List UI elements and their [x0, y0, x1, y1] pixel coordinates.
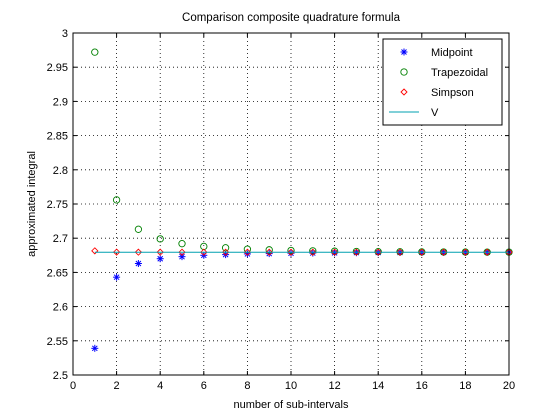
data-point-midpoint-stroke	[288, 250, 294, 257]
data-point-simpson	[221, 248, 230, 256]
x-tick-label: 2	[114, 380, 120, 392]
y-tick-label: 3	[62, 28, 68, 40]
data-point-midpoint-stroke	[135, 260, 142, 267]
y-tick-label: 2.65	[47, 267, 68, 279]
y-tick-label: 2.95	[47, 62, 68, 74]
data-point-simpson	[330, 248, 339, 256]
data-point-midpoint	[178, 253, 186, 261]
data-point-midpoint	[156, 255, 164, 263]
legend-swatch-midpoint-stroke	[401, 49, 407, 55]
legend-label-midpoint: Midpoint	[431, 47, 473, 59]
data-point-simpson	[287, 248, 295, 256]
data-point-midpoint	[134, 260, 142, 268]
data-point-midpoint	[91, 344, 99, 352]
x-tick-label: 18	[459, 380, 471, 392]
legend-swatch-trapezoidal	[400, 68, 408, 76]
data-point-simpson	[200, 248, 208, 256]
x-tick-label: 4	[157, 380, 163, 392]
x-axis-label: number of sub-intervals	[234, 399, 349, 411]
data-point-simpson	[134, 248, 143, 256]
legend-entry-trapezoidal: Trapezoidal	[400, 67, 488, 79]
data-point-trapezoidal	[287, 246, 295, 255]
legend-swatch-midpoint	[400, 48, 408, 56]
data-point-simpson	[156, 248, 164, 256]
legend: Midpoint Trapezoidal Simpson V	[382, 38, 503, 126]
y-tick-label: 2.85	[47, 131, 68, 143]
data-point-simpson	[112, 248, 121, 256]
series-simpson	[91, 247, 513, 256]
y-tick-label: 2.6	[53, 302, 68, 314]
data-point-simpson	[91, 247, 99, 255]
data-point-trapezoidal	[112, 196, 121, 204]
data-point-trapezoidal	[221, 244, 230, 252]
y-tick-label: 2.5	[53, 370, 68, 382]
y-tick-label: 2.75	[47, 199, 68, 211]
data-point-trapezoidal	[134, 225, 143, 233]
x-tick-label: 10	[285, 380, 297, 392]
data-point-midpoint-stroke	[91, 345, 98, 352]
data-point-midpoint-stroke	[157, 255, 164, 262]
x-tick-label: 0	[70, 380, 76, 392]
y-tick-label: 2.7	[53, 233, 68, 245]
data-point-simpson	[374, 248, 382, 256]
x-tick-label: 8	[244, 380, 250, 392]
data-point-trapezoidal	[265, 246, 273, 254]
grid	[73, 33, 509, 375]
axis-ticks: 0 2 4 6 8 10 12 14 16 18 20 2.5 2.55 2.6 2.65 2.7 2.75 2.…	[47, 28, 516, 392]
legend-label-simpson: Simpson	[431, 87, 474, 99]
legend-swatch-simpson	[400, 88, 408, 96]
data-point-trapezoidal	[330, 247, 339, 255]
data-point-midpoint	[113, 273, 121, 281]
data-point-simpson	[265, 248, 273, 256]
data-point-simpson	[309, 248, 317, 256]
data-point-simpson	[418, 248, 426, 256]
data-point-simpson	[483, 248, 491, 256]
data-point-trapezoidal	[309, 247, 317, 255]
chart-title: Comparison composite quadrature formula	[182, 12, 401, 24]
x-tick-label: 14	[372, 380, 384, 392]
legend-entry-v: V	[389, 107, 439, 119]
y-tick-label: 2.9	[53, 96, 68, 108]
data-point-simpson	[439, 248, 448, 256]
legend-entry-midpoint: Midpoint	[400, 47, 473, 59]
data-point-simpson	[396, 248, 404, 256]
y-tick-label: 2.55	[47, 336, 68, 348]
data-point-midpoint-stroke	[113, 274, 120, 281]
data-point-trapezoidal	[156, 235, 164, 243]
data-point-simpson	[243, 248, 252, 256]
x-tick-label: 16	[416, 380, 428, 392]
data-point-midpoint-stroke	[179, 253, 185, 260]
data-point-trapezoidal	[178, 240, 186, 248]
legend-entry-simpson: Simpson	[400, 87, 474, 99]
y-tick-label: 2.8	[53, 165, 68, 177]
data-point-simpson	[461, 248, 470, 256]
x-tick-label: 12	[328, 380, 340, 392]
x-tick-label: 20	[503, 380, 515, 392]
data-point-trapezoidal	[91, 48, 99, 56]
data-series	[91, 48, 513, 352]
x-tick-label: 6	[201, 380, 207, 392]
data-point-simpson	[178, 248, 186, 256]
legend-label-v: V	[431, 107, 439, 119]
legend-label-trapezoidal: Trapezoidal	[431, 67, 488, 79]
data-point-simpson	[352, 248, 361, 256]
y-axis-label: approximated integral	[26, 151, 38, 257]
